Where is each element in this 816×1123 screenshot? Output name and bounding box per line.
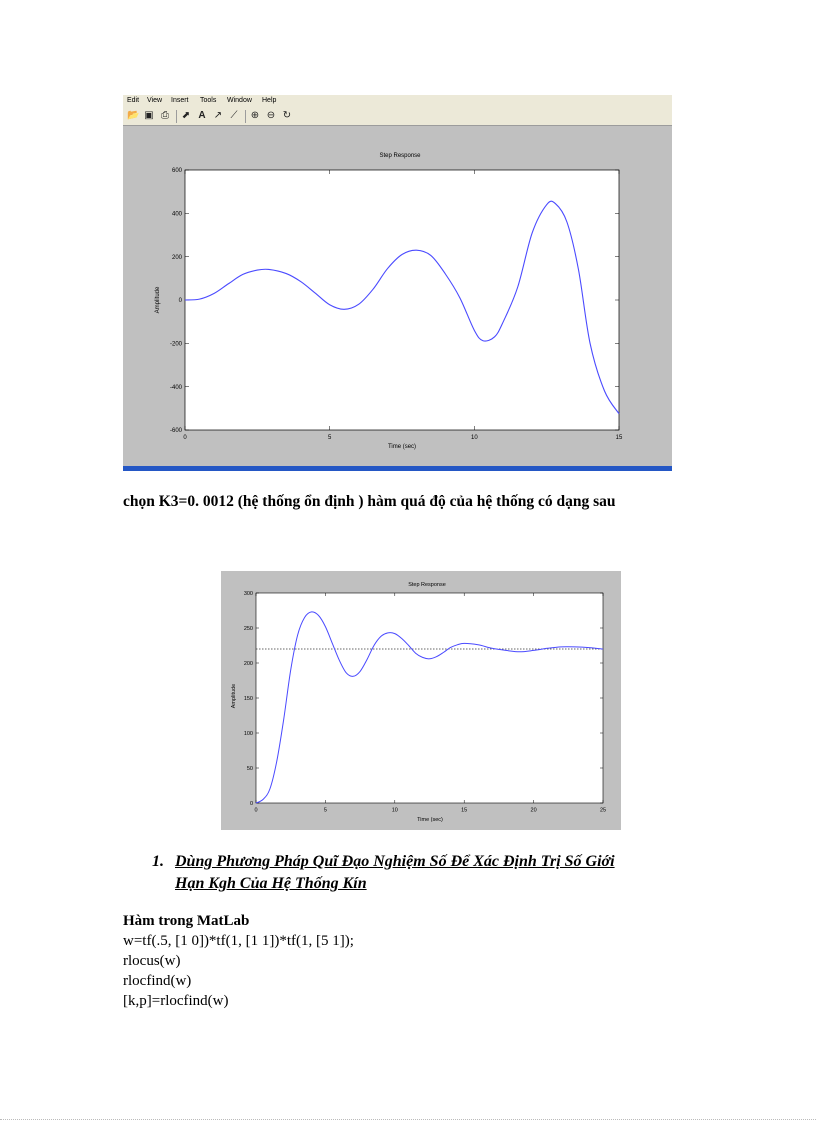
x-axis-label: Time (sec): [417, 817, 443, 823]
menu-view[interactable]: View: [147, 97, 163, 104]
caption-text: chọn K3=0. 0012 (hệ thống ổn định ) hàm …: [123, 493, 616, 510]
toolbar-separator: [245, 110, 246, 123]
code-line: rlocus(w): [123, 953, 181, 969]
x-axis-label: Time (sec): [388, 444, 416, 450]
step-response-chart-2: Step Response 300 250 200 150 100 50 0 0 5 10 15 2…: [231, 582, 606, 823]
plot-area: [184, 169, 620, 431]
code-line: [k,p]=rlocfind(w): [123, 993, 229, 1009]
series-line: [255, 611, 604, 804]
menu-help[interactable]: Help: [262, 97, 277, 104]
chart-title: Step Response: [408, 582, 446, 588]
y-tick-label: 50: [247, 766, 253, 772]
zoom-out-icon[interactable]: ⊖: [266, 110, 276, 121]
x-tick-label: 15: [461, 808, 467, 814]
menu-edit[interactable]: Edit: [127, 97, 140, 104]
line-icon[interactable]: ⟋: [230, 110, 238, 121]
y-tick-label: -400: [170, 385, 183, 391]
chart-title: Step Response: [379, 153, 421, 159]
step-response-window-1: Edit View Insert Tools Window Help 📂 ▣ ⎙…: [123, 95, 672, 471]
taskbar-strip: [123, 466, 672, 471]
y-tick-label: 0: [179, 298, 183, 304]
x-tick-label: 5: [328, 435, 332, 441]
matlab-code-block: Hàm trong MatLab w=tf(.5, [1 0])*tf(1, […: [123, 911, 354, 1011]
pointer-icon[interactable]: ⬈: [181, 110, 191, 121]
y-tick-label: 600: [172, 168, 183, 174]
y-tick-label: 400: [172, 211, 183, 217]
toolbar: 📂 ▣ ⎙ ⬈ A ↗ ⟋ ⊕ ⊖ ↻: [123, 108, 672, 126]
y-axis-label: Amplitude: [231, 684, 237, 708]
x-tick-label: 20: [531, 808, 537, 814]
y-tick-label: 200: [244, 661, 253, 667]
x-tick-label: 0: [254, 808, 257, 814]
text-icon[interactable]: A: [198, 110, 206, 121]
toolbar-separator: [176, 110, 177, 123]
x-tick-label: 10: [392, 808, 398, 814]
heading-number: 1.: [152, 853, 164, 870]
series-line: [184, 200, 620, 415]
y-tick-label: 300: [244, 591, 253, 597]
code-title: Hàm trong MatLab: [123, 913, 250, 929]
save-icon[interactable]: ▣: [144, 110, 154, 121]
plot-area: [255, 592, 604, 804]
open-icon[interactable]: 📂: [127, 110, 140, 121]
x-tick-label: 5: [324, 808, 327, 814]
y-tick-label: 0: [250, 801, 253, 807]
x-tick-label: 25: [600, 808, 606, 814]
zoom-in-icon[interactable]: ⊕: [250, 110, 260, 121]
y-tick-label: -600: [170, 428, 183, 434]
step-response-window-2: Step Response 300 250 200 150 100 50 0 0 5 10 15 2…: [221, 571, 621, 830]
menu-bar: Edit View Insert Tools Window Help: [123, 95, 672, 108]
rotate-icon[interactable]: ↻: [282, 110, 292, 121]
x-tick-label: 15: [616, 435, 623, 441]
y-tick-label: 200: [172, 255, 183, 261]
x-tick-label: 10: [471, 435, 478, 441]
heading-line-1: Dùng Phương Pháp Quĩ Đạo Nghiệm Số Để Xá…: [175, 853, 615, 870]
print-icon[interactable]: ⎙: [161, 110, 169, 121]
menu-tools[interactable]: Tools: [200, 97, 217, 104]
y-tick-label: 100: [244, 731, 253, 737]
page-bottom-rule: [0, 1119, 816, 1120]
arrow-icon[interactable]: ↗: [213, 110, 223, 121]
code-line: w=tf(.5, [1 0])*tf(1, [1 1])*tf(1, [5 1]…: [123, 933, 354, 949]
y-tick-label: 150: [244, 696, 253, 702]
menu-window[interactable]: Window: [227, 97, 252, 104]
code-line: rlocfind(w): [123, 973, 192, 989]
y-axis-label: Amplitude: [155, 286, 161, 313]
step-response-chart-1: Step Response 600 400 200 0 -200 -400 -600 0 5 1…: [155, 153, 623, 450]
y-tick-label: 250: [244, 626, 253, 632]
x-tick-label: 0: [183, 435, 187, 441]
heading-line-2: Hạn Kgh Của Hệ Thống Kín: [175, 875, 367, 892]
menu-insert[interactable]: Insert: [171, 97, 189, 104]
y-tick-label: -200: [170, 341, 183, 347]
